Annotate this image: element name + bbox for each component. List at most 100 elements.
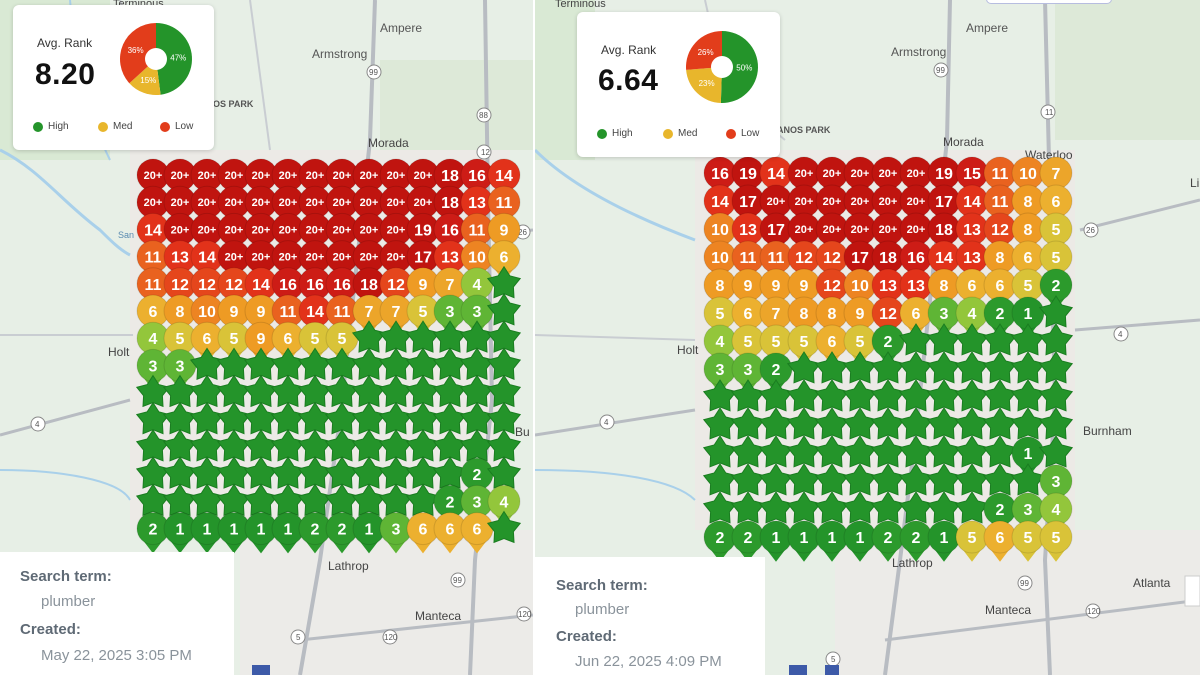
rank-marker[interactable] xyxy=(898,491,934,524)
rank-marker[interactable] xyxy=(898,435,934,468)
rank-marker[interactable] xyxy=(898,379,934,412)
rank-marker[interactable]: 6 xyxy=(983,520,1017,562)
rank-marker[interactable] xyxy=(814,351,850,384)
rank-marker[interactable] xyxy=(842,463,878,496)
rank-marker[interactable] xyxy=(814,463,850,496)
rank-marker[interactable] xyxy=(870,491,906,524)
rank-marker[interactable] xyxy=(786,491,822,524)
rank-marker[interactable]: 2 xyxy=(136,512,170,554)
rank-marker[interactable]: 20+ xyxy=(871,156,905,198)
rank-marker[interactable]: 18 xyxy=(871,240,905,282)
rank-marker[interactable] xyxy=(870,351,906,384)
rank-marker[interactable] xyxy=(954,351,990,384)
top-control-pill[interactable] xyxy=(986,0,1112,4)
rank-marker[interactable] xyxy=(702,379,738,412)
rank-marker[interactable] xyxy=(842,379,878,412)
rank-marker[interactable] xyxy=(926,379,962,412)
rank-marker[interactable] xyxy=(486,510,522,544)
rank-marker[interactable] xyxy=(702,435,738,468)
rank-marker[interactable] xyxy=(758,435,794,468)
rank-marker[interactable]: 3 xyxy=(379,512,413,554)
rank-marker[interactable] xyxy=(982,435,1018,468)
rank-marker[interactable]: 14 xyxy=(244,267,278,309)
rank-marker[interactable] xyxy=(758,379,794,412)
rank-marker[interactable] xyxy=(898,323,934,356)
rank-marker[interactable] xyxy=(954,491,990,524)
rank-marker[interactable]: 14 xyxy=(487,158,521,200)
rank-marker[interactable] xyxy=(1038,379,1074,412)
rank-marker[interactable] xyxy=(786,435,822,468)
rank-marker[interactable]: 1 xyxy=(271,512,305,554)
rank-marker[interactable] xyxy=(730,435,766,468)
rank-marker[interactable] xyxy=(1010,407,1046,440)
map-panel-june[interactable]: Ampere Armstrong Morada ANOS PARK Waterl… xyxy=(535,0,1200,675)
rank-marker[interactable]: 12 xyxy=(379,267,413,309)
rank-marker[interactable] xyxy=(898,407,934,440)
rank-marker[interactable] xyxy=(702,491,738,524)
rank-marker[interactable] xyxy=(730,407,766,440)
rank-marker[interactable]: 6 xyxy=(433,512,467,554)
rank-marker[interactable] xyxy=(730,463,766,496)
rank-marker[interactable]: 6 xyxy=(406,512,440,554)
rank-marker[interactable]: 5 xyxy=(1039,520,1073,562)
rank-marker[interactable] xyxy=(786,379,822,412)
rank-marker[interactable]: 20+ xyxy=(298,185,332,227)
rank-marker[interactable]: 14 xyxy=(298,294,332,336)
rank-marker[interactable]: 2 xyxy=(298,512,332,554)
rank-marker[interactable]: 5 xyxy=(955,520,989,562)
rank-marker[interactable] xyxy=(982,463,1018,496)
rank-marker[interactable]: 10 xyxy=(1011,156,1045,198)
rank-marker[interactable] xyxy=(758,491,794,524)
rank-marker[interactable]: 14 xyxy=(927,240,961,282)
rank-marker[interactable]: 13 xyxy=(460,185,494,227)
rank-marker[interactable]: 20+ xyxy=(759,184,793,226)
rank-marker[interactable] xyxy=(982,379,1018,412)
rank-marker[interactable] xyxy=(926,407,962,440)
rank-marker[interactable] xyxy=(814,407,850,440)
rank-marker[interactable] xyxy=(702,463,738,496)
rank-marker[interactable] xyxy=(870,463,906,496)
rank-marker[interactable]: 1 xyxy=(190,512,224,554)
rank-marker[interactable]: 13 xyxy=(899,268,933,310)
rank-marker[interactable] xyxy=(926,463,962,496)
rank-marker[interactable] xyxy=(870,407,906,440)
rank-marker[interactable]: 5 xyxy=(163,321,197,363)
rank-marker[interactable]: 20+ xyxy=(325,240,359,282)
rank-marker[interactable]: 2 xyxy=(703,520,737,562)
rank-marker[interactable] xyxy=(786,407,822,440)
rank-marker[interactable] xyxy=(1038,351,1074,384)
rank-marker[interactable] xyxy=(1010,323,1046,356)
map-background[interactable]: Ampere Armstrong Morada ANOS PARK Waterl… xyxy=(535,0,1200,675)
rank-marker[interactable] xyxy=(926,491,962,524)
rank-marker[interactable]: 11 xyxy=(983,156,1017,198)
rank-marker[interactable] xyxy=(758,407,794,440)
rank-marker[interactable] xyxy=(842,407,878,440)
rank-marker[interactable]: 1 xyxy=(815,520,849,562)
rank-marker[interactable] xyxy=(1010,463,1046,496)
rank-marker[interactable]: 16 xyxy=(899,240,933,282)
rank-marker[interactable]: 13 xyxy=(871,268,905,310)
rank-marker[interactable]: 2 xyxy=(1039,268,1073,310)
rank-marker[interactable] xyxy=(486,456,522,489)
rank-marker[interactable]: 2 xyxy=(325,512,359,554)
rank-marker[interactable] xyxy=(1038,295,1074,328)
rank-marker[interactable] xyxy=(870,379,906,412)
rank-marker[interactable]: 20+ xyxy=(843,156,877,198)
rank-marker[interactable]: 20+ xyxy=(815,212,849,254)
rank-marker[interactable] xyxy=(982,351,1018,384)
rank-marker[interactable] xyxy=(814,491,850,524)
rank-marker[interactable]: 11 xyxy=(136,240,170,282)
rank-marker[interactable]: 20+ xyxy=(217,158,251,200)
rank-marker[interactable] xyxy=(982,407,1018,440)
rank-marker[interactable]: 2 xyxy=(731,520,765,562)
rank-marker[interactable]: 1 xyxy=(759,520,793,562)
map-panel-may[interactable]: Ampere Armstrong Morada ANOS PARK Holt B… xyxy=(0,0,533,675)
rank-marker[interactable]: 2 xyxy=(899,520,933,562)
rank-marker[interactable]: 20+ xyxy=(271,185,305,227)
rank-marker[interactable] xyxy=(954,379,990,412)
rank-marker[interactable] xyxy=(898,351,934,384)
rank-marker[interactable] xyxy=(926,323,962,356)
rank-marker[interactable]: 1 xyxy=(1011,296,1045,338)
rank-marker[interactable]: 1 xyxy=(843,520,877,562)
rank-marker[interactable] xyxy=(926,435,962,468)
